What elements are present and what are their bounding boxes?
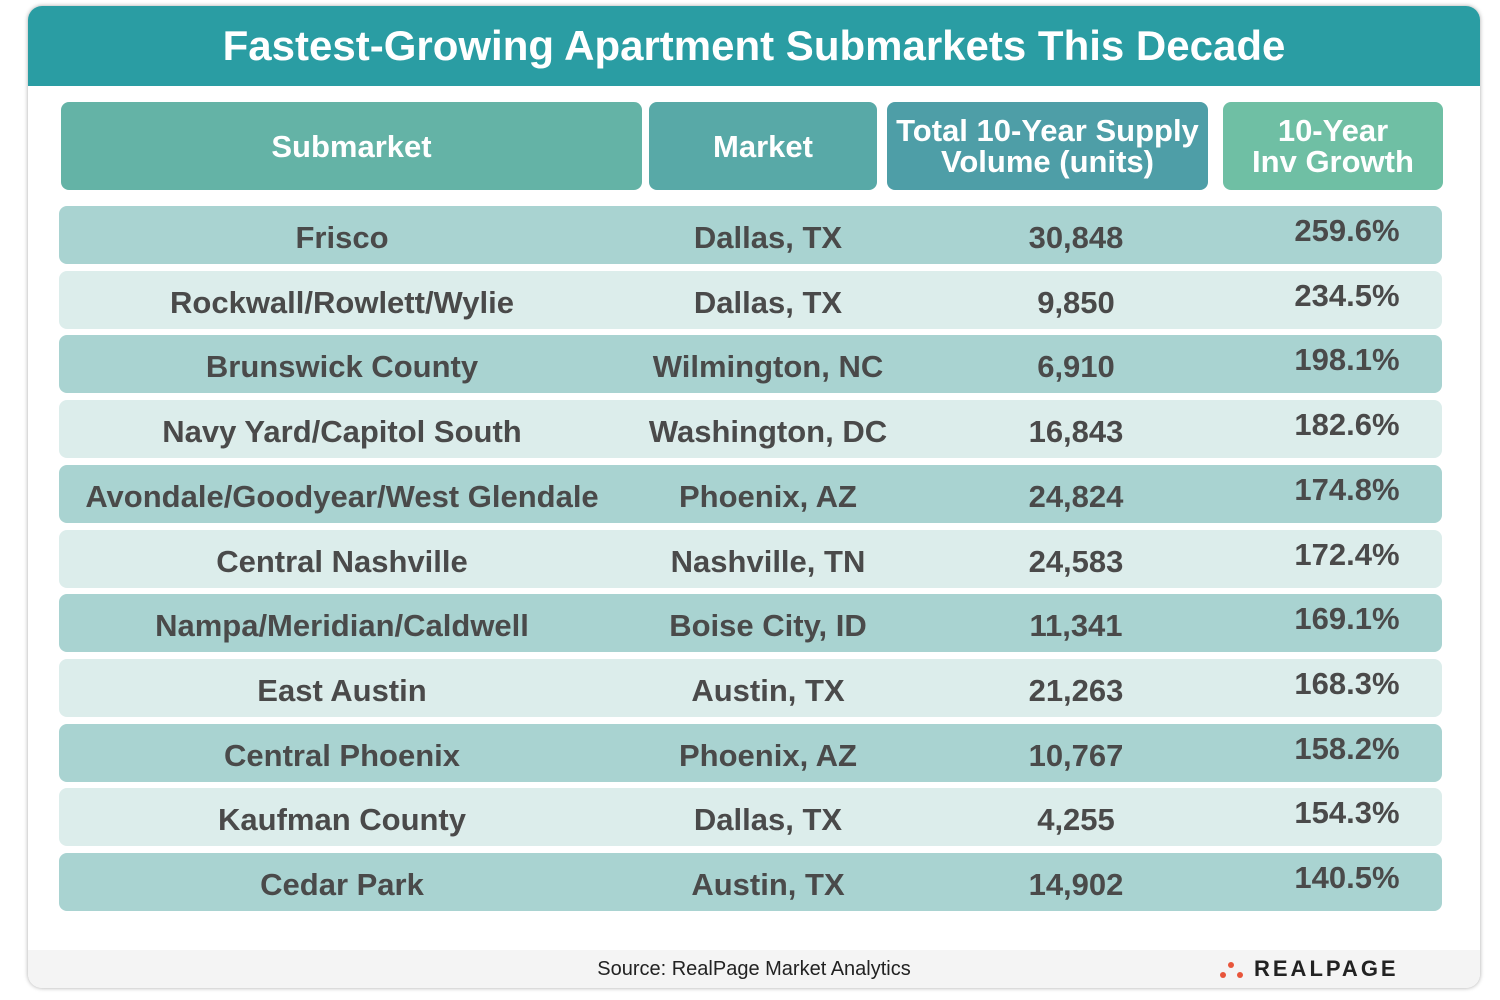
table-cell: 21,263 xyxy=(1028,672,1124,708)
table-cell: 172.4% xyxy=(1294,536,1400,572)
table-cell: 11,341 xyxy=(1029,608,1123,644)
header-line: 10-Year xyxy=(1277,113,1389,148)
table-cell: 174.8% xyxy=(1294,471,1400,507)
table-cell: Austin, TX xyxy=(691,867,845,902)
header-cell: Market xyxy=(649,102,877,190)
table-cell: 168.3% xyxy=(1294,665,1400,701)
table-cell: 16,843 xyxy=(1028,414,1124,450)
table-cell: 169.1% xyxy=(1294,601,1400,637)
table-cell: 140.5% xyxy=(1294,860,1400,895)
table-cell: Dallas, TX xyxy=(693,220,843,255)
table-cell: 10,767 xyxy=(1028,737,1124,773)
table-row: Central Phoenix Phoenix, AZ 10,767 158.2% xyxy=(59,723,1442,782)
table-cell: 4,255 xyxy=(1037,802,1115,838)
table-cell: 14,902 xyxy=(1028,867,1124,902)
table-cell: Phoenix, AZ xyxy=(679,737,857,773)
table-cell: 24,583 xyxy=(1028,543,1124,579)
table-cell: Phoenix, AZ xyxy=(679,478,857,514)
header-cell: 10-Year Inv Growth xyxy=(1223,102,1443,190)
table-cell: Central Phoenix xyxy=(224,737,460,773)
table-cell: Navy Yard/Capitol South xyxy=(162,414,522,450)
table-cell: 259.6% xyxy=(1294,213,1400,248)
table-row: Avondale/Goodyear/West Glendale Phoenix, … xyxy=(59,464,1442,523)
header-cell: Total 10-Year Supply Volume (units) xyxy=(887,102,1208,190)
table-cell: 182.6% xyxy=(1294,407,1400,443)
table-cell: Nashville, TN xyxy=(670,543,866,579)
table-cell: 6,910 xyxy=(1037,349,1115,385)
table-row: Central Nashville Nashville, TN 24,583 172.… xyxy=(59,529,1442,588)
table-cell: Nampa/Meridian/Caldwell xyxy=(155,608,529,644)
table-row: Brunswick County Wilmington, NC 6,910 198.1… xyxy=(59,335,1442,394)
table-cell: Austin, TX xyxy=(691,672,845,708)
source: Source: RealPage Market Analytics xyxy=(597,957,911,980)
table-cell: 30,848 xyxy=(1028,220,1124,255)
table-row: Cedar Park Austin, TX 14,902 140.5% xyxy=(59,853,1442,911)
header-line: Market xyxy=(713,128,813,164)
table-cell: 9,850 xyxy=(1037,284,1115,320)
table-cell: 158.2% xyxy=(1294,730,1400,766)
table-cell: Kaufman County xyxy=(218,802,466,838)
table-cell: 154.3% xyxy=(1294,795,1400,831)
header-line: Total 10-Year Supply xyxy=(896,113,1199,148)
table-cell: Wilmington, NC xyxy=(652,349,884,385)
card: Fastest-Growing Apartment Submarkets Thi… xyxy=(28,6,1480,988)
table-cell: Avondale/Goodyear/West Glendale xyxy=(85,478,599,514)
table-cell: Central Nashville xyxy=(216,543,468,579)
table-cell: Cedar Park xyxy=(260,867,424,902)
header-line: Volume (units) xyxy=(941,144,1154,179)
table-cell: 234.5% xyxy=(1294,277,1400,313)
table-row: East Austin Austin, TX 21,263 168.3% xyxy=(59,658,1442,717)
header-line: Inv Growth xyxy=(1252,144,1414,179)
table-cell: Frisco xyxy=(295,220,389,255)
logo: REALPAGE xyxy=(1218,950,1399,988)
logo-text: REALPAGE xyxy=(1254,956,1399,981)
table-cell: Washington, DC xyxy=(648,414,888,450)
table-row: Navy Yard/Capitol South Washington, DC 16,… xyxy=(59,400,1442,459)
table-row: Rockwall/Rowlett/Wylie Dallas, TX 9,850 234… xyxy=(59,270,1442,329)
table-cell: 24,824 xyxy=(1028,478,1124,514)
header-cell: Submarket xyxy=(61,102,642,190)
header-line: Submarket xyxy=(271,128,432,164)
table-row: Nampa/Meridian/Caldwell Boise City, ID 11,… xyxy=(59,594,1442,653)
table-row: Frisco Dallas, TX 30,848 259.6% xyxy=(59,206,1442,264)
table-cell: Dallas, TX xyxy=(693,802,843,838)
table-cell: Brunswick County xyxy=(205,349,479,385)
title: Fastest-Growing Apartment Submarkets Thi… xyxy=(28,6,1480,86)
logo-dots xyxy=(1220,962,1243,978)
table-cell: Rockwall/Rowlett/Wylie xyxy=(170,284,514,320)
table-cell: Dallas, TX xyxy=(693,284,843,320)
table-cell: 198.1% xyxy=(1294,342,1400,378)
table-cell: East Austin xyxy=(257,672,427,708)
table-row: Kaufman County Dallas, TX 4,255 154.3% xyxy=(59,788,1442,847)
footer: Source: RealPage Market Analytics REALPA… xyxy=(28,950,1480,988)
table-cell: Boise City, ID xyxy=(669,608,867,644)
